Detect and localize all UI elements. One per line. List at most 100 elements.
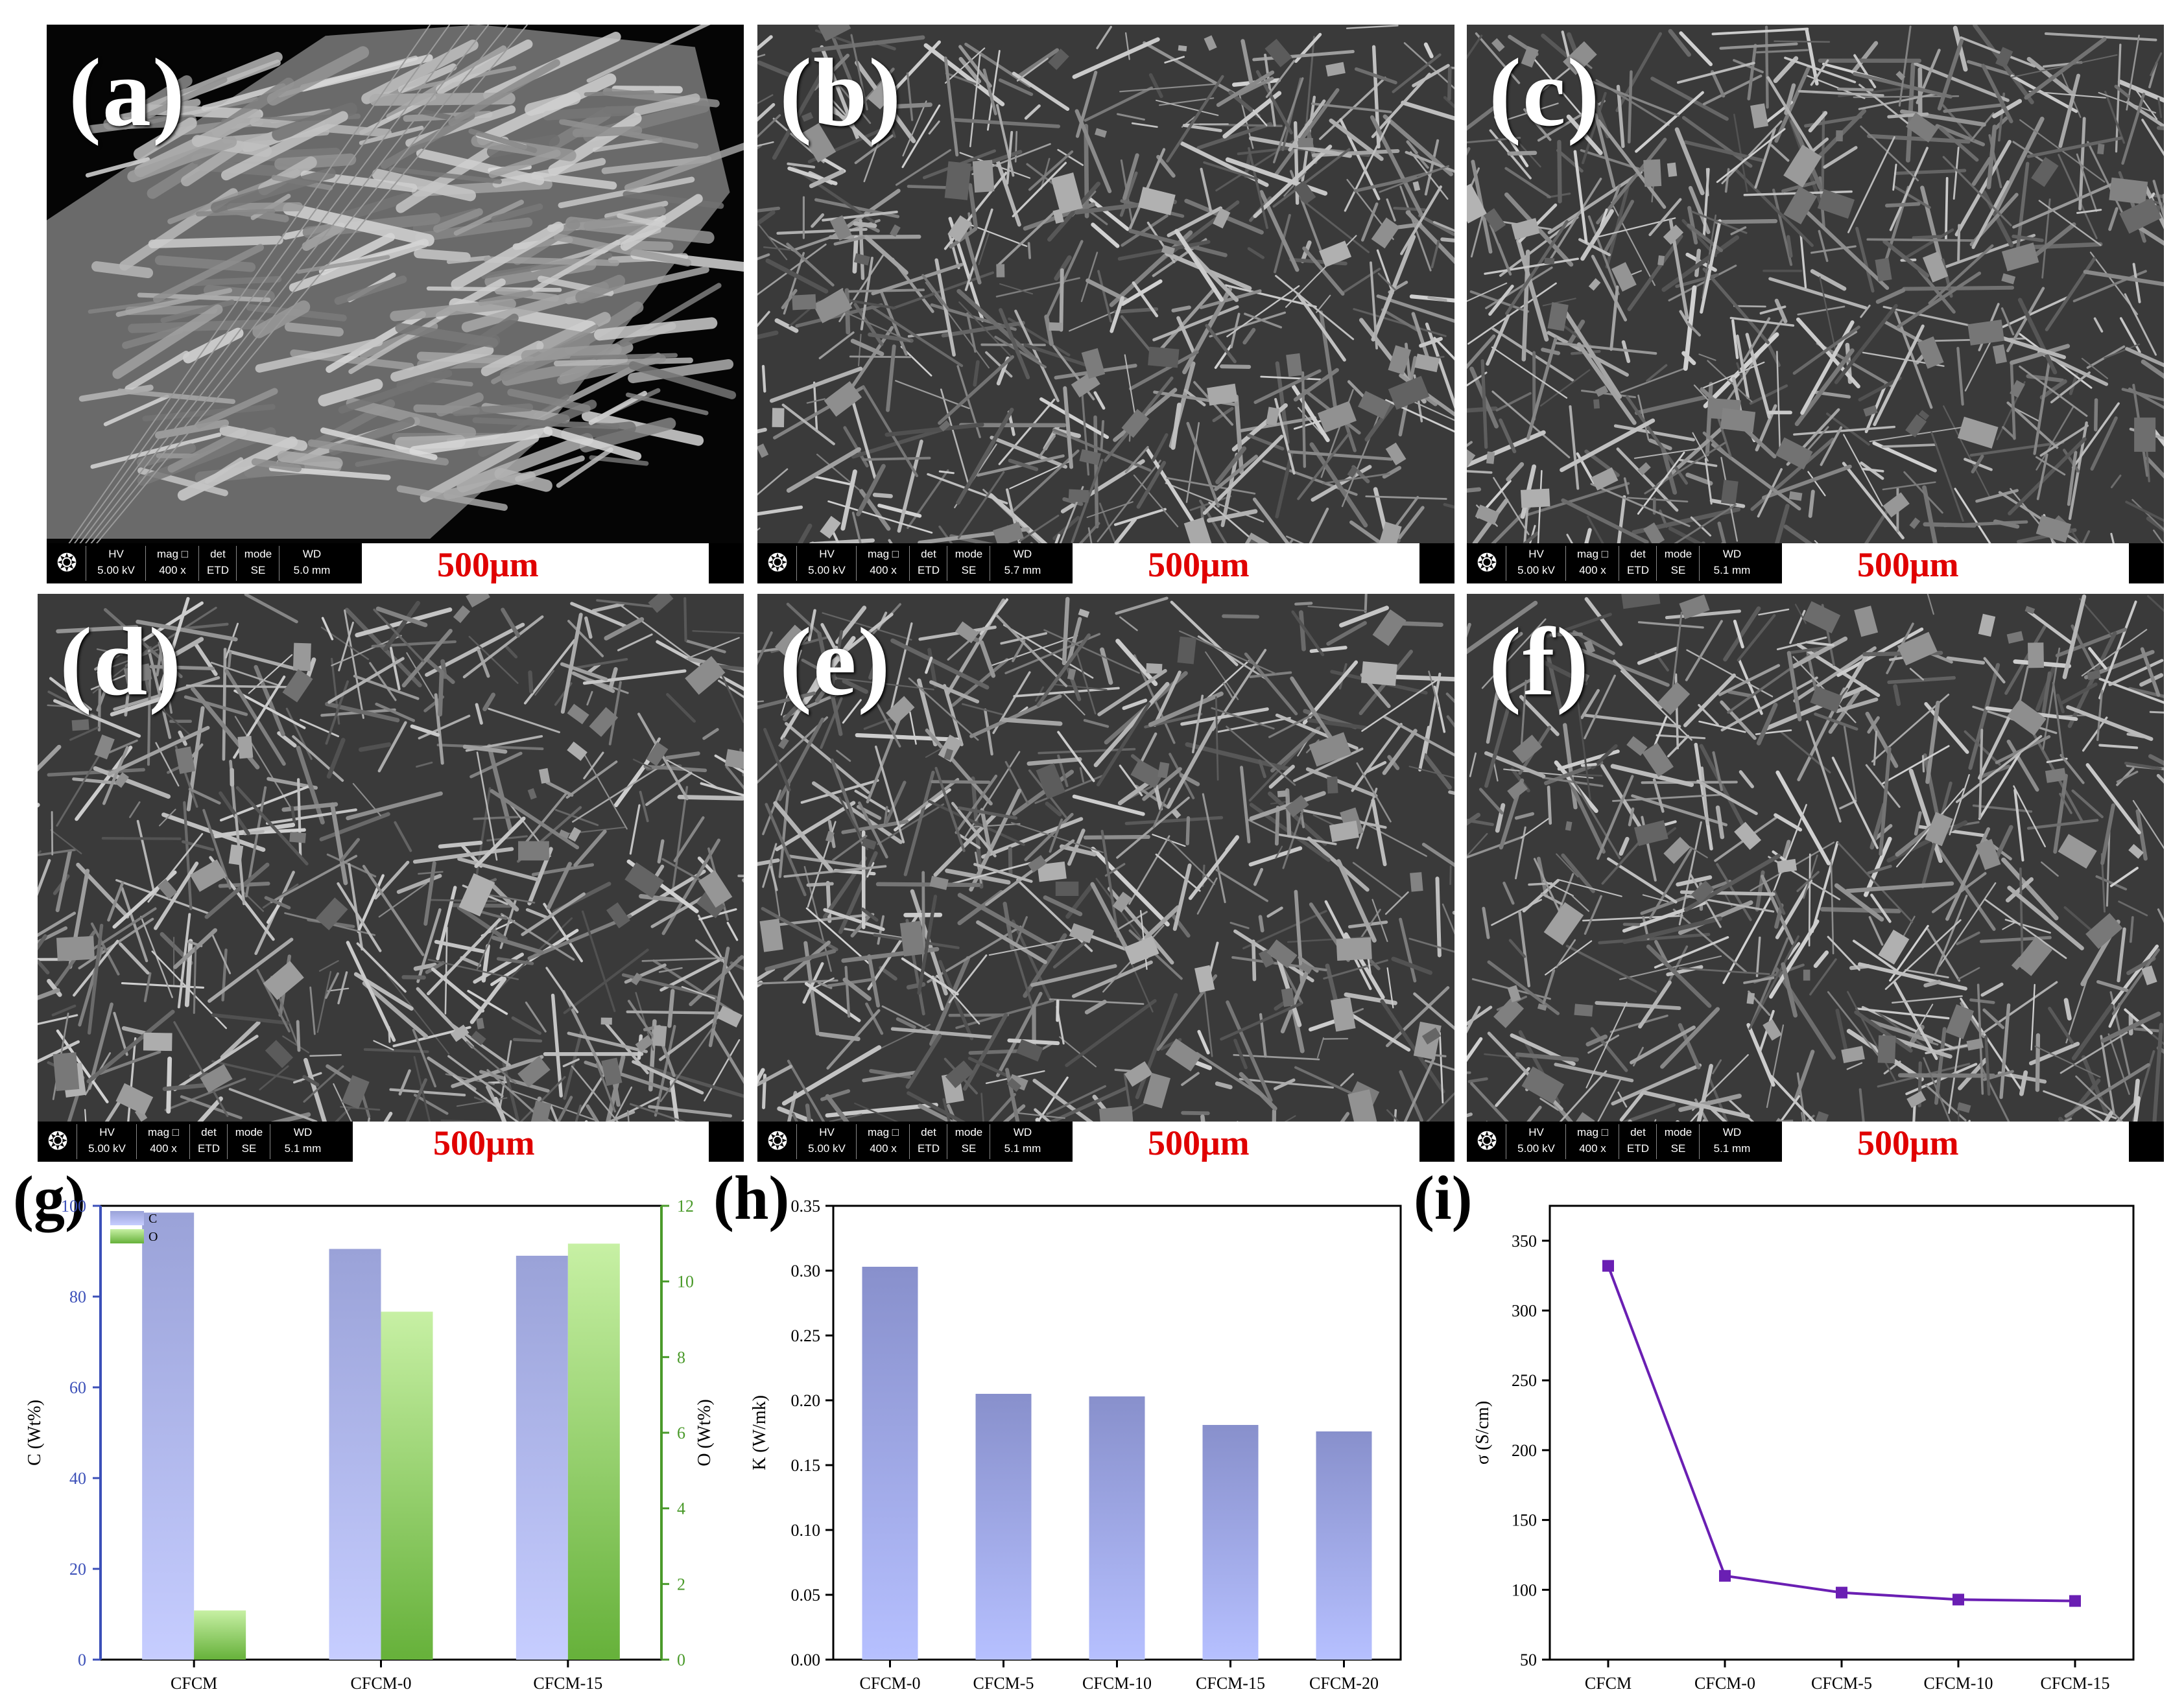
y-tick-label: 0.20: [791, 1391, 821, 1410]
info-cell-det: det ETD: [1619, 546, 1657, 581]
y-tick-label: 60: [69, 1378, 86, 1397]
instrument-logo-icon: ❂: [767, 550, 788, 577]
info-value-mode: SE: [250, 564, 266, 576]
legend-swatch-C: [110, 1211, 144, 1225]
info-value-hv: 5.00 kV: [88, 1142, 126, 1155]
info-cell-mag: mag □ 400 x: [1565, 1124, 1619, 1159]
y-tick-label: 0.00: [791, 1651, 821, 1669]
y-axis-title: K (W/mk): [750, 1395, 770, 1470]
x-tick-label: CFCM-0: [351, 1674, 412, 1693]
info-label-mag: mag □: [867, 1126, 899, 1138]
info-label-det: det: [210, 548, 226, 560]
scale-bar-end: [1419, 543, 1454, 583]
sem-image-e: (e) ❂ HV 5.00 kV mag □ 400 x det ETD mode SE WD 5.1…: [757, 594, 1454, 1162]
instrument-logo-icon: ❂: [767, 1128, 788, 1155]
sem-info-bar: ❂ HV 5.00 kV mag □ 400 x det ETD mode SE WD 5.1 mm…: [1467, 1122, 2164, 1162]
x-tick-label: CFCM: [171, 1674, 217, 1693]
info-value-hv: 5.00 kV: [808, 564, 846, 576]
scale-bar-label: 500μm: [437, 545, 539, 583]
chart-i: 50 100 150 200 250 300 350 CFCM CFCM-0 CFCM-5 CFCM…: [1473, 1205, 2135, 1693]
info-value-hv: 5.00 kV: [97, 564, 135, 576]
fiber-texture: [38, 594, 744, 1162]
y2-axis-title: O (Wt%): [694, 1399, 715, 1466]
sem-image-f: (f) ❂ HV 5.00 kV mag □ 400 x det ETD mode SE WD 5.1…: [1467, 594, 2164, 1162]
sem-info-bar: ❂ HV 5.00 kV mag □ 400 x det ETD mode SE WD 5.1 mm…: [757, 1122, 1454, 1162]
info-label-hv: HV: [819, 548, 835, 560]
info-label-wd: WD: [302, 548, 322, 560]
y-tick-label: 250: [1512, 1371, 1537, 1390]
y-tick-label: 300: [1512, 1302, 1537, 1321]
x-tick-label: CFCM-0: [860, 1674, 921, 1693]
info-value-det: ETD: [198, 1142, 220, 1155]
info-cell-det: det ETD: [909, 546, 947, 581]
y-tick-label: 0.15: [791, 1456, 821, 1475]
panel-letter: (f): [1489, 608, 1590, 716]
instrument-logo-icon: ❂: [56, 550, 77, 577]
panel-letter: (b): [779, 39, 903, 147]
instrument-logo-icon: ❂: [1477, 550, 1497, 577]
sem-image-a: (a) ❂ HV 5.00 kV mag □ 400 x det ETD mode SE WD 5.0…: [47, 25, 744, 583]
info-cell-mode: mode SE: [947, 1124, 990, 1159]
scale-bar-label: 500μm: [433, 1123, 535, 1162]
bar-O: [381, 1311, 433, 1660]
chart-h-letter: (h): [713, 1163, 790, 1232]
bar-O: [194, 1610, 246, 1660]
info-label-mag: mag □: [867, 548, 899, 560]
info-value-det: ETD: [918, 564, 940, 576]
x-tick-label: CFCM-15: [1196, 1674, 1265, 1693]
info-cell-wd: WD 5.1 mm: [990, 1124, 1055, 1159]
y-tick-label: 100: [61, 1197, 86, 1216]
info-cell-mag: mag □ 400 x: [136, 1124, 190, 1159]
x-tick-label: CFCM-5: [1811, 1674, 1872, 1693]
info-value-mode: SE: [961, 564, 977, 576]
y2-tick-label: 6: [677, 1424, 685, 1442]
info-value-mag: 400 x: [150, 1142, 177, 1155]
info-cell-mode: mode SE: [1656, 1124, 1700, 1159]
info-label-mode: mode: [1664, 1126, 1692, 1138]
info-value-mag: 400 x: [1579, 1142, 1606, 1155]
x-tick-label: CFCM-10: [1924, 1674, 1993, 1693]
info-value-wd: 5.7 mm: [1004, 564, 1041, 576]
x-tick-label: CFCM-15: [533, 1674, 602, 1693]
info-label-det: det: [921, 1126, 936, 1138]
info-label-wd: WD: [293, 1126, 313, 1138]
y2-tick-label: 8: [677, 1348, 685, 1367]
sem-info-box: ❂ HV 5.00 kV mag □ 400 x det ETD mode SE WD 5.1 mm: [1467, 543, 1782, 583]
info-cell-hv: HV 5.00 kV: [1506, 1124, 1566, 1159]
fiber-texture: [1467, 25, 2164, 583]
fiber-texture: [757, 25, 1454, 583]
info-cell-mag: mag □ 400 x: [1565, 546, 1619, 581]
info-value-wd: 5.1 mm: [1004, 1142, 1041, 1155]
sigma-line: [1607, 1265, 2076, 1603]
bar-O: [567, 1243, 620, 1660]
sem-info-bar: ❂ HV 5.00 kV mag □ 400 x det ETD mode SE WD 5.7 mm…: [757, 543, 1454, 583]
info-cell-mag: mag □ 400 x: [856, 546, 910, 581]
info-value-mode: SE: [961, 1142, 977, 1155]
scale-bar-label: 500μm: [1148, 1123, 1250, 1162]
info-value-mag: 400 x: [870, 564, 897, 576]
sem-image-c: (c) ❂ HV 5.00 kV mag □ 400 x det ETD mode SE WD 5.1…: [1467, 25, 2164, 583]
info-label-hv: HV: [108, 548, 124, 560]
info-value-det: ETD: [1627, 564, 1649, 576]
scale-bar-end: [709, 1122, 744, 1162]
y-tick-label: 0.30: [791, 1262, 821, 1280]
bar-K: [862, 1267, 918, 1660]
fiber-texture: [1467, 594, 2164, 1162]
info-label-hv: HV: [1528, 1126, 1544, 1138]
y-tick-label: 150: [1512, 1511, 1537, 1530]
bar-C: [329, 1249, 381, 1660]
info-cell-det: det ETD: [198, 546, 237, 581]
chart-i-letter: (i): [1414, 1163, 1473, 1232]
info-cell-det: det ETD: [189, 1124, 228, 1159]
scale-bar-end: [2129, 1122, 2164, 1162]
info-cell-mag: mag □ 400 x: [145, 546, 199, 581]
chart-g: 0 20 40 60 80 100 0 2 4 6 8 10 12 CFCM CFCM-0 CFCM-15 C …: [25, 1197, 715, 1693]
info-value-det: ETD: [207, 564, 229, 576]
info-cell-hv: HV 5.00 kV: [796, 1124, 857, 1159]
info-label-hv: HV: [819, 1126, 835, 1138]
info-cell-mode: mode SE: [227, 1124, 270, 1159]
panel-letter: (a): [69, 39, 186, 147]
info-cell-det: det ETD: [1619, 1124, 1657, 1159]
panel-letter: (e): [779, 608, 892, 716]
instrument-logo-icon: ❂: [47, 1128, 68, 1155]
